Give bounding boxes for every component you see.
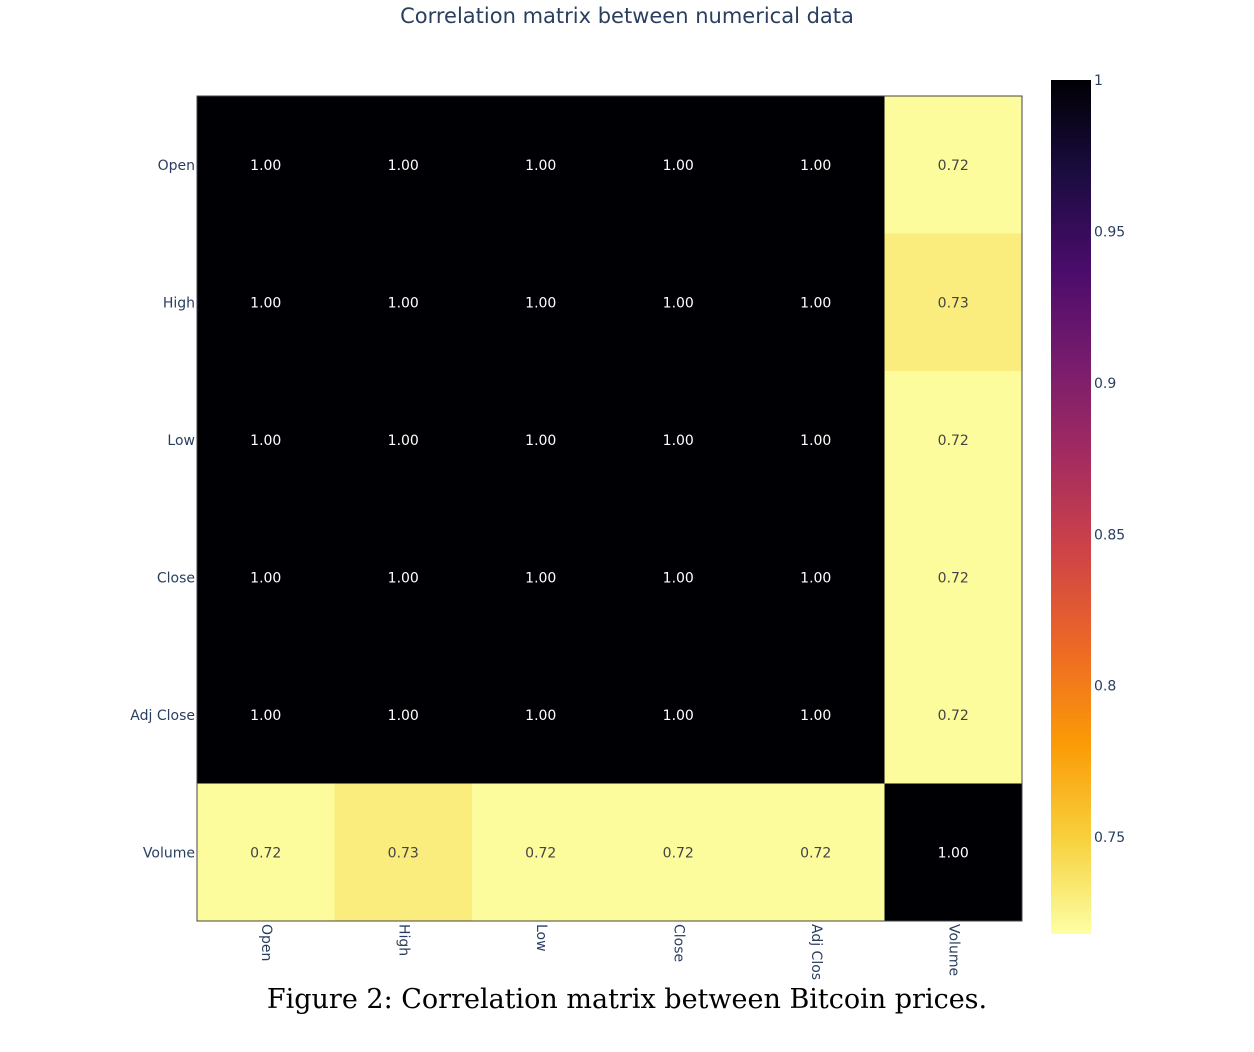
colorbar-tick-label: 0.8 [1094, 679, 1116, 695]
heatmap-cell [334, 371, 473, 509]
heatmap-cell [197, 96, 335, 234]
heatmap-cell [747, 96, 885, 234]
heatmap-cell [472, 371, 610, 509]
cell-value-label: 1.00 [800, 295, 831, 311]
cell-value-label: 1.00 [800, 433, 831, 449]
heatmap-cell [472, 646, 610, 784]
heatmap-cell [472, 783, 610, 922]
colorbar-tick-label: 0.9 [1094, 376, 1116, 392]
heatmap-cell [884, 371, 1023, 509]
heatmap-cell [472, 96, 610, 234]
cell-value-label: 1.00 [663, 570, 694, 586]
colorbar-tick-label: 1 [1094, 73, 1103, 89]
colorbar-tick-label: 0.75 [1094, 830, 1125, 846]
cell-value-label: 1.00 [250, 433, 281, 449]
cell-value-label: 1.00 [938, 845, 969, 861]
cell-value-label: 0.73 [388, 845, 419, 861]
heatmap-cell [884, 783, 1023, 922]
colorbar [1051, 80, 1091, 934]
y-tick-label: Adj Close [130, 708, 195, 724]
heatmap-cell [609, 371, 748, 509]
cell-value-label: 0.73 [938, 295, 969, 311]
cell-value-label: 1.00 [388, 295, 419, 311]
heatmap-cell [472, 233, 610, 372]
heatmap-cell [747, 508, 885, 647]
heatmap-cell [197, 371, 335, 509]
heatmap-cell [197, 508, 335, 647]
heatmap-cell [884, 646, 1023, 784]
cell-value-label: 1.00 [663, 295, 694, 311]
heatmap-cell [334, 646, 473, 784]
heatmap-cell [747, 233, 885, 372]
x-tick-label: Close [670, 924, 686, 962]
cell-value-label: 1.00 [525, 295, 556, 311]
cell-value-label: 0.72 [525, 845, 556, 861]
heatmap-cell [609, 783, 748, 922]
cell-value-label: 1.00 [800, 570, 831, 586]
heatmap-border [196, 95, 1023, 922]
cell-value-label: 1.00 [663, 708, 694, 724]
heatmap-cell [197, 233, 335, 372]
cell-value-label: 0.72 [800, 845, 831, 861]
y-axis-tick-labels: Open High Low Close Adj Close Volume [130, 158, 195, 862]
x-tick-label: Open [258, 924, 274, 961]
figure-caption: Figure 2: Correlation matrix between Bit… [266, 984, 988, 1015]
cell-value-label: 1.00 [525, 433, 556, 449]
heatmap-cell [609, 508, 748, 647]
heatmap-cell [197, 783, 335, 922]
colorbar-tick-labels: 1 0.95 0.9 0.85 0.8 0.75 [1094, 73, 1125, 846]
cell-value-label: 1.00 [250, 570, 281, 586]
heatmap-cell [609, 646, 748, 784]
cell-value-label: 0.72 [938, 433, 969, 449]
cell-value-label: 0.72 [250, 845, 281, 861]
cell-value-label: 1.00 [525, 158, 556, 174]
heatmap-cell [884, 233, 1023, 372]
cell-value-label: 1.00 [388, 708, 419, 724]
heatmap-cell [334, 233, 473, 372]
heatmap-cell [472, 508, 610, 647]
cell-value-label: 1.00 [663, 158, 694, 174]
heatmap-cell [334, 783, 473, 922]
heatmap-cells: 1.00 1.00 1.00 1.00 1.00 0.72 1.00 1.00 1.00 1.00… [196, 95, 1023, 922]
cell-value-label: 1.00 [663, 433, 694, 449]
heatmap-cell [197, 646, 335, 784]
cell-value-label: 1.00 [250, 708, 281, 724]
y-tick-label: Low [167, 433, 195, 449]
colorbar-tick-label: 0.95 [1094, 224, 1125, 240]
heatmap-cell [884, 508, 1023, 647]
cell-value-label: 1.00 [250, 295, 281, 311]
x-tick-label: Low [533, 924, 549, 952]
y-tick-label: High [163, 295, 195, 311]
y-tick-label: Volume [143, 845, 195, 861]
colorbar-tick-label: 0.85 [1094, 527, 1125, 543]
chart-title: Correlation matrix between numerical dat… [400, 4, 854, 28]
cell-value-label: 1.00 [800, 708, 831, 724]
cell-value-label: 1.00 [525, 708, 556, 724]
cell-value-label: 0.72 [938, 570, 969, 586]
y-tick-label: Close [157, 570, 195, 586]
cell-value-label: 1.00 [525, 570, 556, 586]
x-tick-label: Volume [945, 924, 961, 976]
cell-value-label: 1.00 [388, 570, 419, 586]
cell-value-label: 0.72 [663, 845, 694, 861]
cell-value-label: 1.00 [250, 158, 281, 174]
heatmap-cell [747, 646, 885, 784]
heatmap-cell [747, 371, 885, 509]
x-tick-label: Adj Clos [808, 924, 824, 980]
heatmap-cell [747, 783, 885, 922]
cell-value-label: 1.00 [388, 433, 419, 449]
heatmap-cell [609, 233, 748, 372]
cell-value-label: 0.72 [938, 708, 969, 724]
cell-value-label: 1.00 [800, 158, 831, 174]
x-axis-tick-labels: Open High Low Close Adj Clos Volume [258, 924, 962, 980]
heatmap-cell [334, 96, 473, 234]
x-tick-label: High [395, 924, 411, 956]
heatmap-cell [609, 96, 748, 234]
y-tick-label: Open [158, 158, 195, 174]
heatmap-cell [334, 508, 473, 647]
cell-value-label: 1.00 [388, 158, 419, 174]
cell-value-label: 0.72 [938, 158, 969, 174]
heatmap-cell [884, 96, 1023, 234]
